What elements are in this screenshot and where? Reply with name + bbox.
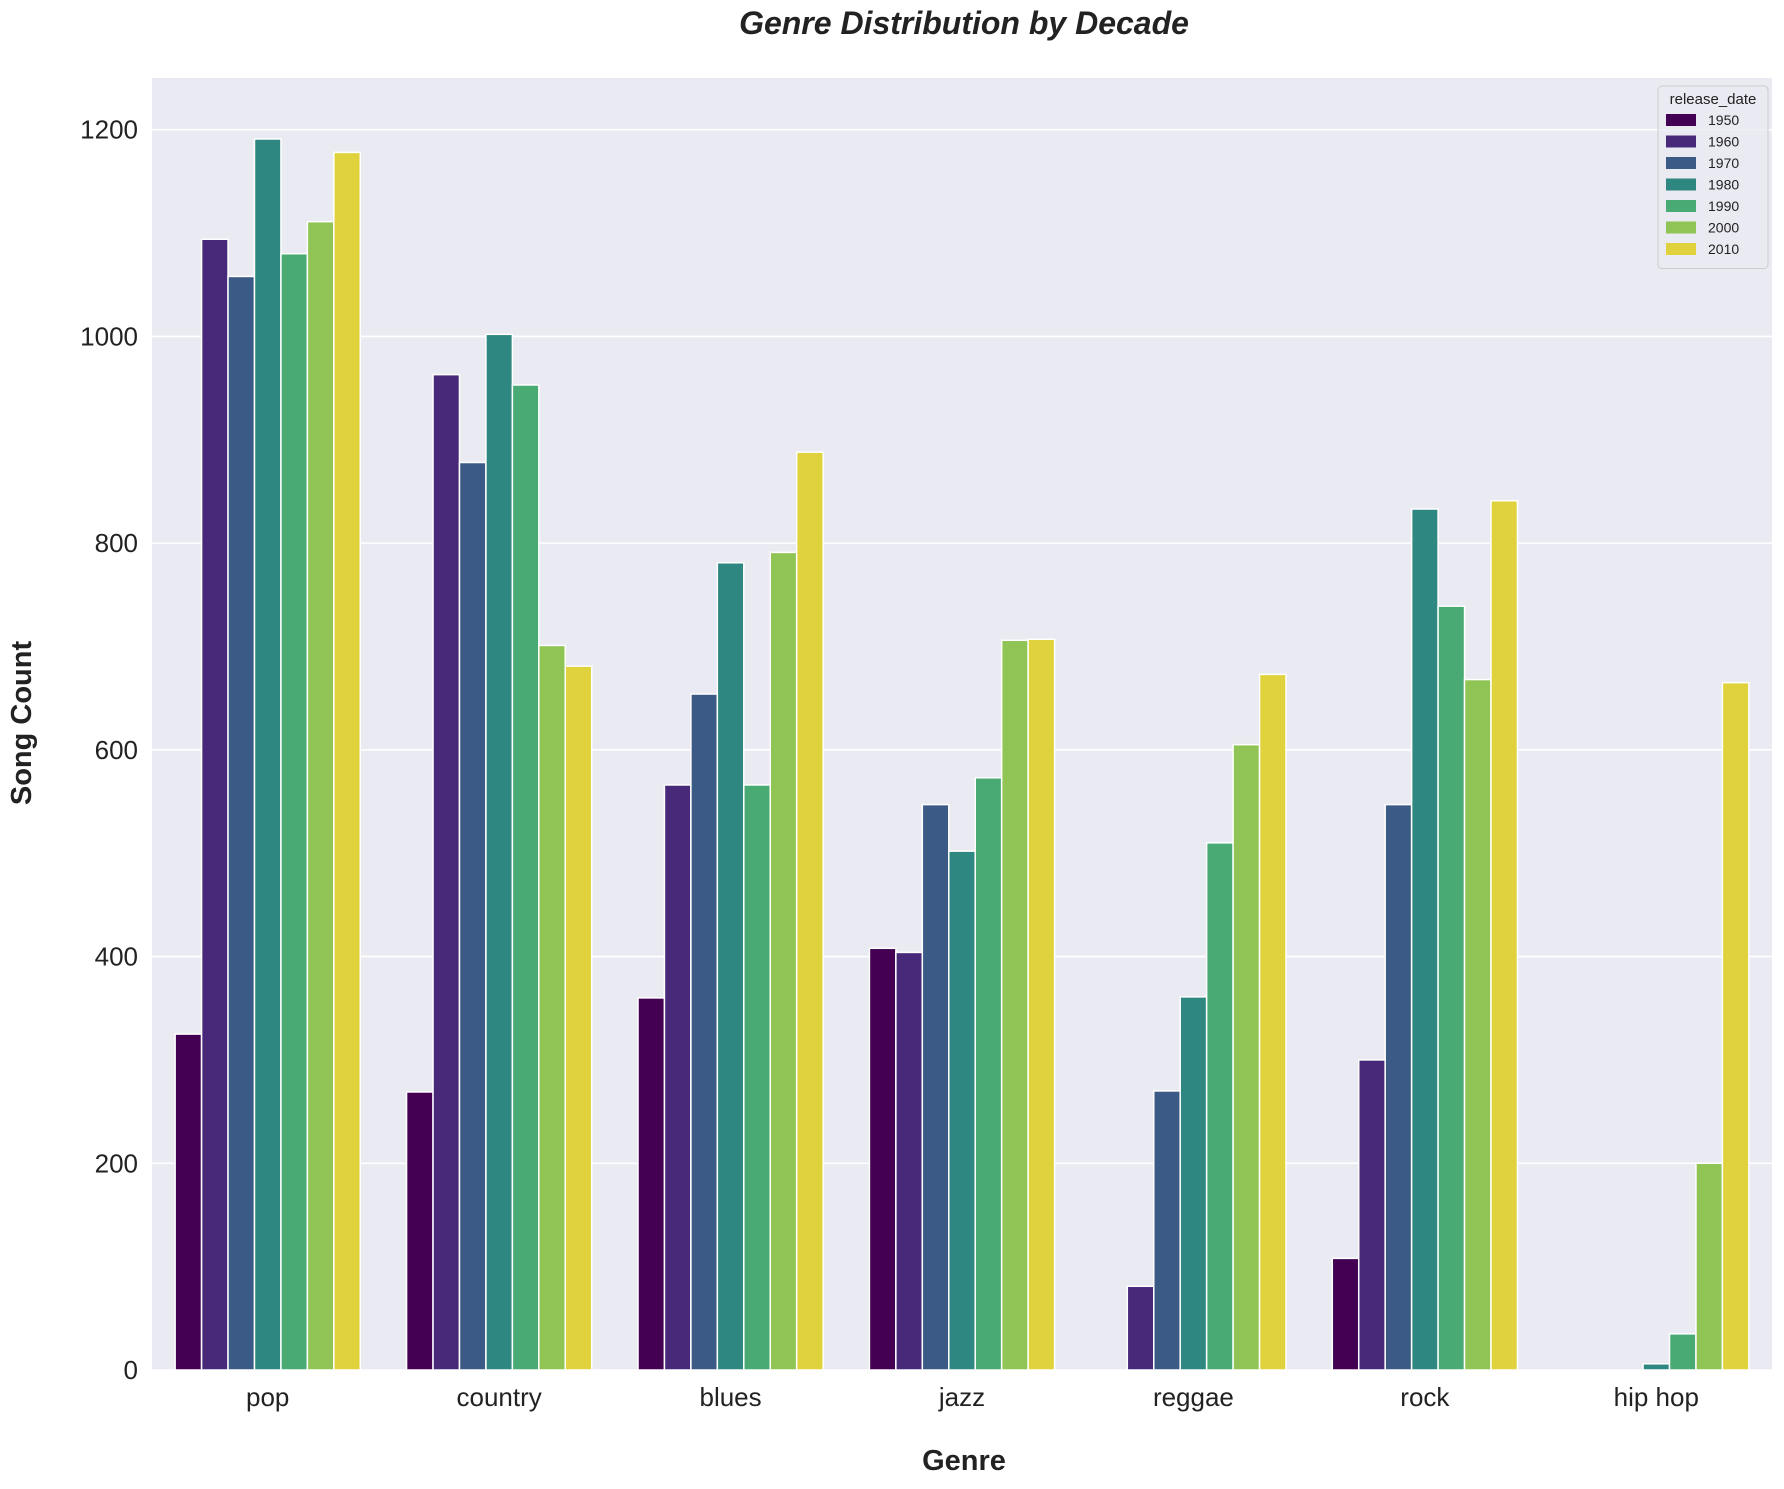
bar-country-1950: [405, 1091, 434, 1371]
bar-hip-hop-1980: [1642, 1363, 1671, 1371]
legend-swatch-2000: [1666, 221, 1696, 234]
y-tick-labels: 0 200 400 600 800 1000 1200: [80, 115, 138, 1385]
bar-hip-hop-2000: [1695, 1162, 1724, 1371]
legend-label: 2010: [1708, 241, 1739, 257]
bar-jazz-1990: [974, 776, 1003, 1371]
y-tick-label: 0: [124, 1355, 138, 1385]
bar-rock-1980: [1410, 508, 1439, 1371]
bar-rock-2010: [1490, 499, 1519, 1371]
bar-pop-1960: [200, 238, 229, 1371]
bar-blues-2000: [769, 551, 798, 1371]
bar-country-1990: [511, 384, 540, 1371]
x-tick-label: reggae: [1153, 1382, 1234, 1412]
bar-reggae-1990: [1205, 842, 1234, 1371]
bar-rock-1970: [1384, 803, 1413, 1371]
bar-jazz-1970: [921, 803, 950, 1371]
legend-label: 1980: [1708, 177, 1739, 193]
bar-hip-hop-2010: [1721, 681, 1750, 1371]
bar-reggae-1970: [1153, 1090, 1181, 1371]
bar-jazz-1950: [868, 947, 897, 1371]
chart-title: Genre Distribution by Decade: [739, 5, 1189, 41]
y-tick-label: 1000: [80, 321, 138, 351]
bar-reggae-1980: [1179, 996, 1208, 1371]
y-tick-label: 1200: [80, 115, 138, 145]
bar-blues-1950: [637, 997, 666, 1371]
legend-title: release_date: [1670, 91, 1757, 108]
bar-country-1980: [485, 333, 514, 1371]
bar-rock-1950: [1331, 1257, 1360, 1371]
bar-reggae-2000: [1232, 743, 1261, 1371]
bar-blues-2010: [795, 451, 824, 1371]
bar-country-1970: [458, 461, 487, 1371]
bar-rock-1960: [1357, 1059, 1386, 1371]
y-tick-label: 400: [95, 942, 138, 972]
legend-label: 1950: [1708, 112, 1739, 128]
bar-rock-2000: [1463, 678, 1492, 1371]
bar-hip-hop-1990: [1668, 1333, 1697, 1371]
bar-jazz-1960: [895, 951, 924, 1371]
bar-blues-1990: [743, 784, 771, 1371]
bar-pop-1980: [253, 138, 282, 1371]
x-tick-label: jazz: [938, 1382, 985, 1412]
x-tick-label: pop: [246, 1382, 289, 1412]
bar-pop-1990: [280, 252, 309, 1371]
bar-country-2010: [564, 665, 593, 1371]
x-tick-label: hip hop: [1614, 1382, 1699, 1412]
bar-reggae-1960: [1126, 1285, 1155, 1371]
legend-swatch-1970: [1666, 157, 1696, 169]
x-axis-label: Genre: [922, 1445, 1006, 1477]
x-tick-labels: pop country blues jazz reggae rock hip hop: [246, 1382, 1699, 1412]
legend-swatch-1980: [1666, 178, 1696, 191]
bar-blues-1960: [663, 784, 692, 1371]
legend-label: 1970: [1708, 155, 1739, 171]
bar-blues-1980: [716, 562, 745, 1371]
x-tick-label: blues: [699, 1382, 761, 1412]
bar-country-1960: [432, 373, 461, 1371]
bar-pop-2000: [306, 220, 335, 1371]
x-tick-label: rock: [1400, 1382, 1450, 1412]
bar-pop-2010: [333, 151, 362, 1371]
legend-swatch-1960: [1666, 135, 1696, 148]
bar-jazz-2000: [1000, 639, 1029, 1371]
legend-swatch-1990: [1666, 200, 1696, 212]
x-tick-label: country: [457, 1382, 542, 1412]
bar-reggae-2010: [1258, 673, 1287, 1371]
bar-country-2000: [538, 644, 567, 1371]
bar-pop-1970: [227, 275, 256, 1371]
bar-pop-1950: [174, 1033, 203, 1371]
y-tick-label: 200: [95, 1148, 138, 1178]
legend-label: 1960: [1708, 134, 1739, 150]
legend-label: 1990: [1708, 198, 1739, 214]
bar-jazz-1980: [948, 850, 976, 1371]
bars: [174, 138, 1750, 1371]
bar-blues-1970: [690, 693, 719, 1371]
y-tick-label: 600: [95, 735, 138, 765]
bar-rock-1990: [1437, 605, 1466, 1371]
bar-jazz-2010: [1027, 638, 1056, 1371]
y-tick-label: 800: [95, 528, 138, 558]
y-axis-label: Song Count: [6, 641, 38, 806]
legend-swatch-2010: [1666, 243, 1696, 255]
legend: release_date 1950 1960 1970 1980 1990 2000 2010: [1657, 85, 1769, 269]
legend-swatch-1950: [1666, 114, 1696, 126]
legend-label: 2000: [1708, 220, 1739, 236]
